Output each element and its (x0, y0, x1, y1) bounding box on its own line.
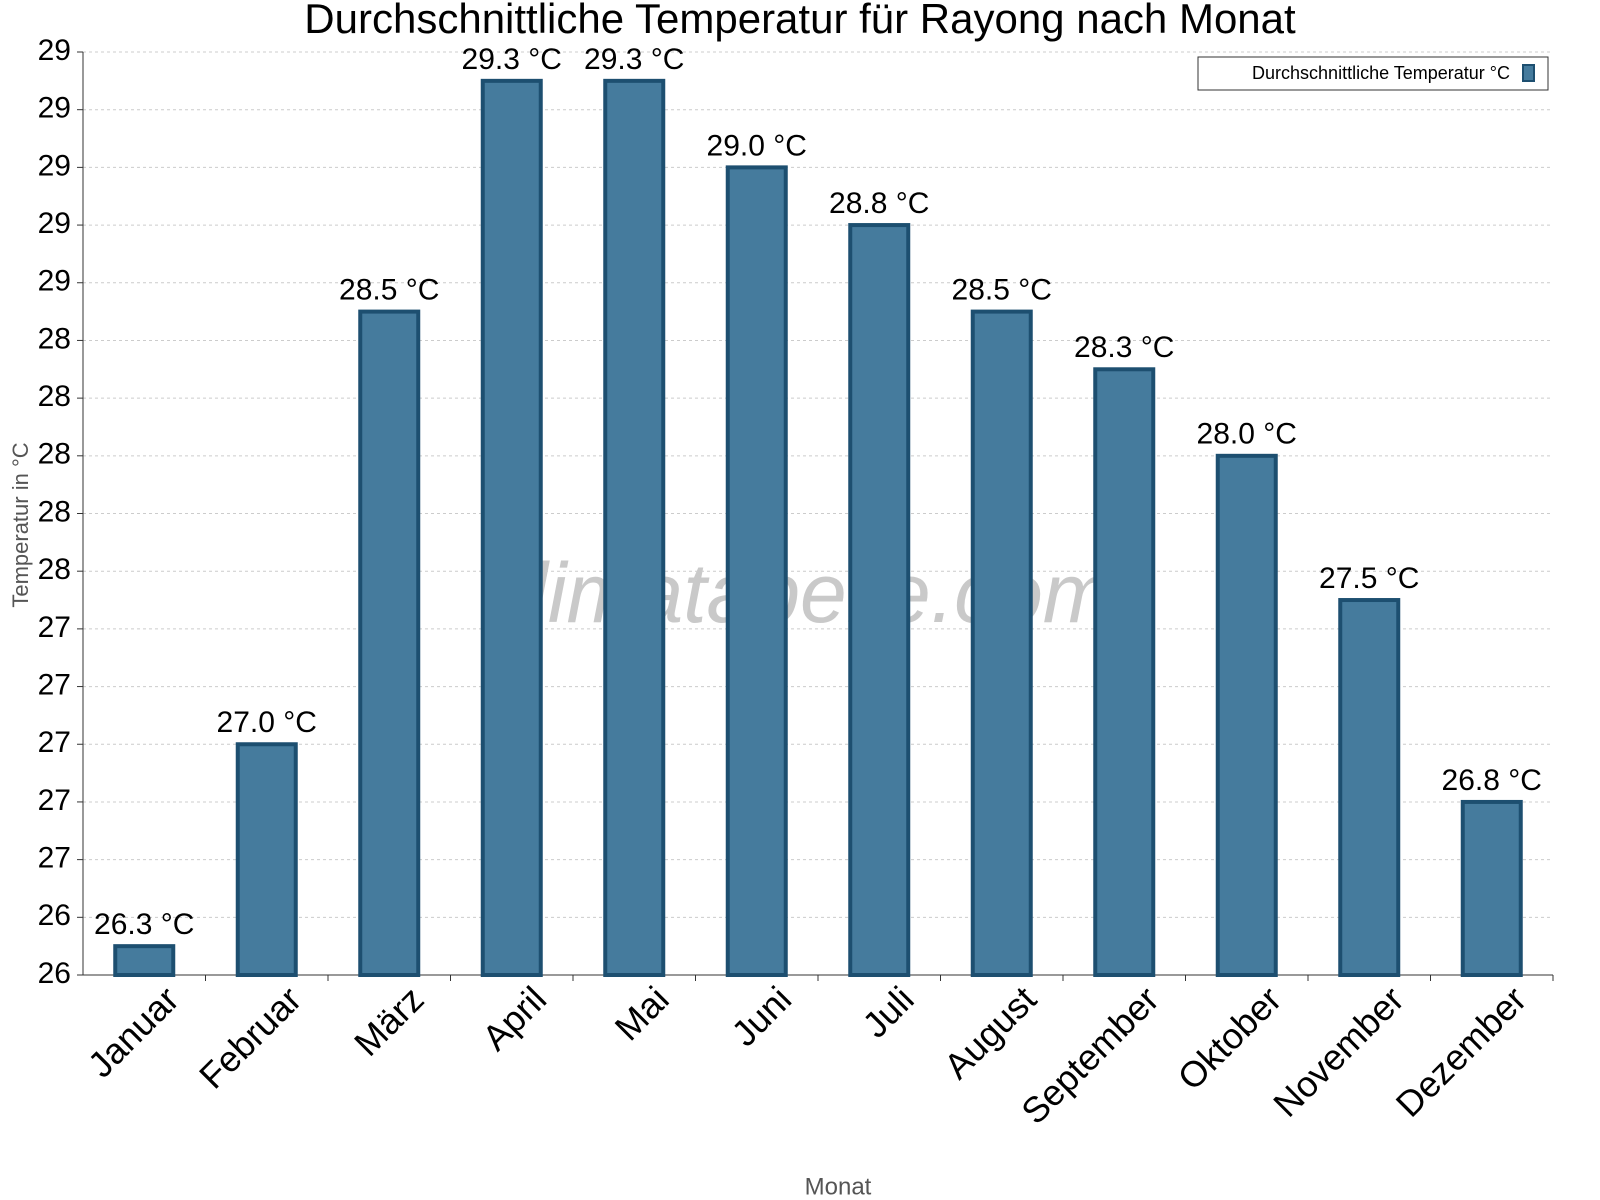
bar (358, 309, 421, 977)
x-tick-label: Dezember (1388, 978, 1534, 1124)
y-tick-label: 27 (38, 611, 71, 644)
bar (1460, 799, 1523, 977)
value-label: 28.5 °C (339, 274, 439, 307)
bar (725, 165, 788, 977)
y-tick-label: 27 (38, 784, 71, 817)
legend-label: Durchschnittliche Temperatur °C (1252, 63, 1510, 83)
value-label: 27.5 °C (1319, 562, 1419, 595)
value-label: 29.3 °C (462, 43, 562, 76)
x-tick-label: August (936, 978, 1044, 1086)
y-tick-label: 27 (38, 668, 71, 701)
x-tick-label: Februar (191, 978, 309, 1096)
bar (1215, 453, 1278, 977)
y-tick-label: 28 (38, 322, 71, 355)
value-label: 26.8 °C (1442, 764, 1542, 797)
bar (235, 742, 298, 977)
x-tick-label: November (1265, 978, 1411, 1124)
bar (603, 78, 666, 977)
y-tick-label: 29 (38, 34, 71, 67)
bar (970, 309, 1033, 977)
bar (1338, 598, 1401, 977)
y-tick-label: 28 (38, 380, 71, 413)
y-tick-label: 26 (38, 899, 71, 932)
bar (480, 78, 543, 977)
y-tick-label: 28 (38, 553, 71, 586)
x-tick-label: Januar (80, 978, 187, 1085)
y-tick-label: 26 (38, 957, 71, 990)
x-tick-label: April (474, 978, 554, 1058)
value-label: 28.8 °C (829, 187, 929, 220)
y-axis-label: Temperatur in °C (8, 442, 33, 607)
value-label: 29.3 °C (584, 43, 684, 76)
y-tick-label: 29 (38, 265, 71, 298)
bar (1093, 367, 1156, 977)
bar (113, 944, 176, 977)
y-tick-label: 27 (38, 726, 71, 759)
x-tick-label: Juli (854, 978, 921, 1045)
bar (848, 223, 911, 977)
value-label: 28.3 °C (1074, 331, 1174, 364)
value-label: 27.0 °C (217, 706, 317, 739)
y-tick-label: 28 (38, 495, 71, 528)
legend-box (1197, 56, 1549, 91)
y-tick-label: 27 (38, 842, 71, 875)
value-label: 28.0 °C (1197, 418, 1297, 451)
value-label: 29.0 °C (707, 129, 807, 162)
x-tick-label: März (346, 978, 432, 1064)
value-label: 28.5 °C (952, 274, 1052, 307)
y-tick-label: 29 (38, 207, 71, 240)
chart-title: Durchschnittliche Temperatur für Rayong … (304, 0, 1296, 42)
y-tick-label: 29 (38, 149, 71, 182)
y-tick-label: 28 (38, 438, 71, 471)
x-tick-label: Oktober (1170, 978, 1290, 1098)
y-tick-label: 29 (38, 92, 71, 125)
x-axis-label: Monat (805, 1173, 872, 1200)
x-tick-label: Mai (607, 978, 677, 1048)
value-label: 26.3 °C (94, 908, 194, 941)
x-tick-label: Juni (723, 978, 799, 1054)
legend-swatch (1522, 64, 1535, 82)
